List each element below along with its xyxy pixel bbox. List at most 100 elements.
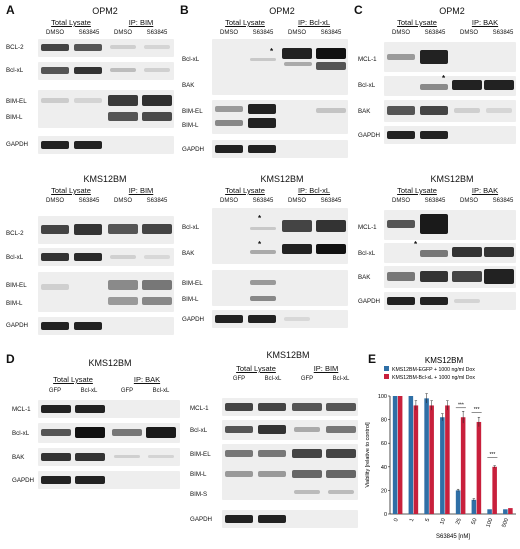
asterisk-marker: * — [258, 214, 262, 223]
lane-label: DMSO — [46, 198, 64, 204]
panel-a-bottom-title: KMS12BM — [83, 174, 127, 184]
blot-strip — [212, 208, 348, 264]
x-tick-label: 25 — [455, 518, 463, 526]
panel-e-label: E — [368, 352, 377, 366]
row-label-gapdh: GAPDH — [12, 477, 35, 484]
lane-label: S63845 — [320, 30, 342, 36]
blot-strip — [38, 400, 180, 418]
lane-label: GFP — [120, 388, 134, 394]
panel-c-bottom-title: KMS12BM — [430, 174, 474, 184]
x-tick-label: 500 — [501, 518, 510, 529]
bar — [408, 396, 414, 514]
lane-label: DMSO — [460, 198, 478, 204]
blot-strip — [212, 310, 348, 328]
lane-label: Bcl-xL — [264, 376, 282, 382]
row-label-gapdh: GAPDH — [358, 132, 381, 139]
lane-label: Bcl-xL — [80, 388, 98, 394]
lane-label: DMSO — [288, 198, 306, 204]
panel-c-top-group-ip: IP: BAK — [471, 18, 499, 27]
lane-label: Bcl-xL — [332, 376, 350, 382]
row-label-gapdh: GAPDH — [6, 141, 29, 148]
blot-strip — [384, 292, 516, 310]
blot-strip — [38, 317, 174, 335]
chart-title: KMS12BM — [425, 356, 464, 365]
row-label-gapdh: GAPDH — [182, 316, 205, 323]
legend-entry: KMS12BM-Bcl-xL + 1000 ng/ml Dox — [392, 375, 475, 381]
lane-label: GFP — [48, 388, 62, 394]
row-label-mcl1: MCL-1 — [190, 405, 209, 412]
row-label-bclxl: Bcl-xL — [182, 224, 200, 231]
bar — [440, 417, 445, 514]
panel-b-bottom-group-ip: IP: Bcl-xL — [297, 186, 331, 195]
blot-strip — [384, 243, 516, 263]
row-label-mcl1: MCL-1 — [12, 406, 31, 413]
lane-label: S63845 — [424, 198, 446, 204]
bar — [503, 509, 508, 514]
y-tick-label: 80 — [381, 418, 387, 424]
row-label-bclxl: Bcl-xL — [358, 250, 376, 257]
row-label-bim-l: BIM-L — [6, 114, 23, 121]
blot-strip — [38, 136, 174, 154]
row-label-bak: BAK — [358, 108, 371, 115]
bar — [397, 396, 403, 514]
blot-strip — [222, 510, 358, 528]
lane-label: DMSO — [46, 30, 64, 36]
x-tick-label: 10 — [439, 518, 447, 526]
blot-strip — [38, 448, 180, 466]
blot-strip — [384, 42, 516, 72]
lane-label: Bcl-xL — [152, 388, 170, 394]
lane-label: S63845 — [78, 30, 100, 36]
panel-b-bottom-title: KMS12BM — [260, 174, 304, 184]
panel-b-top-title: OPM2 — [269, 6, 295, 16]
asterisk-marker: * — [414, 240, 418, 249]
lane-label: DMSO — [392, 30, 410, 36]
panel-b-top-group-total: Total Lysate — [225, 18, 265, 27]
row-label-bim-l: BIM-L — [182, 122, 199, 129]
panel-d-left-title: KMS12BM — [88, 358, 132, 368]
bar — [413, 405, 419, 514]
row-label-bim-el: BIM-EL — [182, 280, 203, 287]
lane-label: GFP — [300, 376, 314, 382]
legend-swatch — [384, 374, 389, 379]
panel-a-bottom-group-total: Total Lysate — [51, 186, 91, 195]
lane-label: S63845 — [424, 30, 446, 36]
blot-strip — [212, 39, 348, 95]
row-label-bim-el: BIM-EL — [6, 282, 27, 289]
bar — [429, 405, 434, 514]
blot-strip — [384, 76, 516, 96]
asterisk-marker: * — [258, 240, 262, 249]
lane-label: DMSO — [392, 198, 410, 204]
row-label-bak: BAK — [182, 82, 195, 89]
panel-d-left-group-total: Total Lysate — [53, 375, 93, 384]
lane-label: GFP — [232, 376, 246, 382]
lane-label: DMSO — [114, 198, 132, 204]
lane-label: S63845 — [146, 30, 168, 36]
significance-label: *** — [474, 407, 480, 413]
panel-c-top-group-total: Total Lysate — [397, 18, 437, 27]
bar — [508, 508, 513, 514]
asterisk-marker: * — [270, 47, 274, 56]
lane-label: S63845 — [78, 198, 100, 204]
bar — [492, 466, 497, 514]
x-tick-label: 0 — [393, 518, 400, 523]
panel-a-label: A — [6, 3, 15, 17]
y-tick-label: 40 — [381, 465, 387, 471]
asterisk-marker: * — [442, 74, 446, 83]
x-tick-label: 5 — [425, 518, 432, 523]
blot-strip — [38, 272, 174, 312]
bar — [476, 421, 482, 514]
y-axis-label: Viability [relative to control] — [365, 422, 371, 488]
blot-strip — [222, 420, 358, 440]
blot-strip — [222, 398, 358, 416]
blot-strip — [38, 248, 174, 266]
lane-label: DMSO — [288, 30, 306, 36]
y-tick-label: 60 — [381, 441, 387, 447]
row-label-bcl2: BCL-2 — [6, 230, 24, 237]
panel-a-top-group-total: Total Lysate — [51, 18, 91, 27]
row-label-bclxl: Bcl-xL — [358, 82, 376, 89]
panel-c-label: C — [354, 3, 363, 17]
legend-swatch — [384, 366, 389, 371]
lane-label: DMSO — [220, 30, 238, 36]
panel-b-bottom-group-total: Total Lysate — [225, 186, 265, 195]
panel-d-label: D — [6, 352, 15, 366]
